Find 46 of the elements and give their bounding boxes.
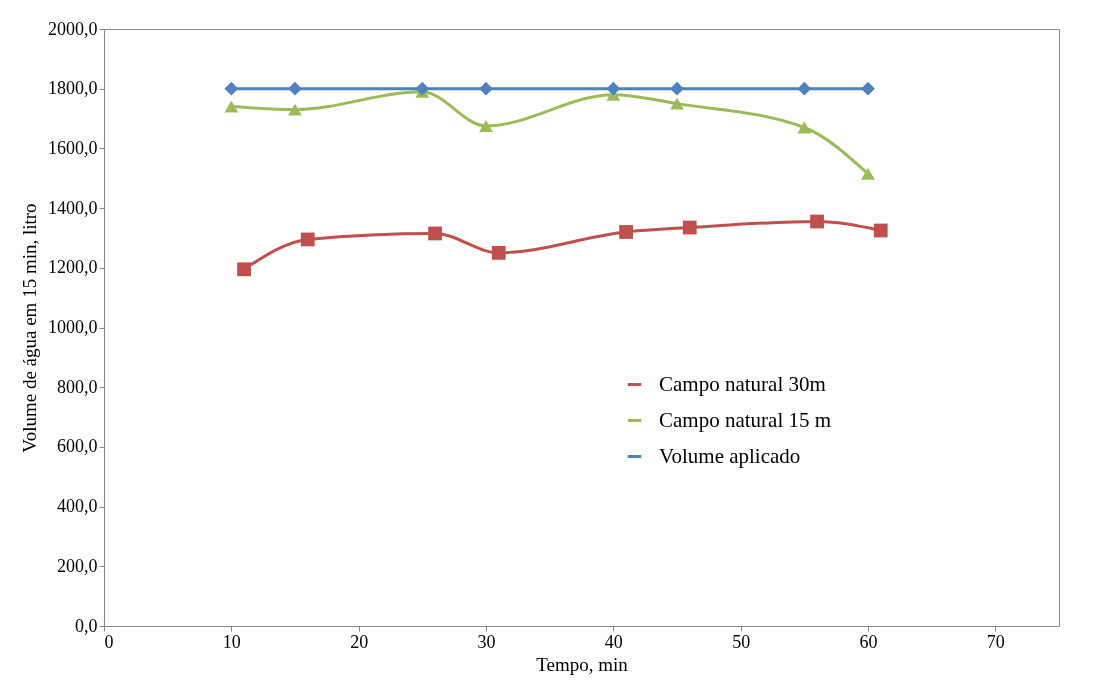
point — [606, 81, 621, 96]
point — [428, 226, 442, 241]
x-tick-label: 30 — [477, 631, 496, 652]
x-tick-label: 0 — [104, 631, 114, 652]
point — [682, 220, 697, 235]
y-tick-label: 1800,0 — [48, 78, 98, 99]
point — [237, 262, 251, 277]
y-tick-label: 2000,0 — [48, 18, 98, 39]
point — [861, 81, 875, 96]
y-tick-label: 1400,0 — [48, 197, 98, 218]
point — [670, 81, 684, 96]
x-tick-label: 50 — [732, 631, 751, 652]
x-tick-label: 60 — [859, 631, 878, 652]
point — [288, 103, 302, 116]
x-tick-label: 10 — [222, 631, 241, 652]
y-tick-label: 0,0 — [75, 615, 98, 636]
point — [861, 167, 875, 180]
point — [797, 121, 812, 134]
y-tick-label: 200,0 — [57, 555, 98, 576]
y-tick-label: 1600,0 — [48, 137, 98, 158]
point — [670, 97, 684, 110]
point — [797, 81, 812, 96]
x-tick-label: 70 — [986, 631, 1005, 652]
x-tick-label: 40 — [604, 631, 623, 652]
y-tick-label: 400,0 — [57, 496, 98, 517]
point — [224, 81, 239, 96]
point — [300, 232, 315, 247]
x-axis-title: Tempo, min — [536, 653, 629, 675]
point — [810, 214, 824, 229]
y-tick-label: 1200,0 — [48, 257, 98, 278]
legend-label: Volume aplicado — [659, 443, 801, 468]
y-tick-label: 1000,0 — [48, 317, 98, 337]
legend-label: Campo natural 30m — [659, 371, 826, 396]
point — [288, 81, 302, 96]
y-tick-label: 800,0 — [57, 376, 98, 397]
point — [491, 245, 506, 260]
point — [873, 223, 888, 238]
legend-label: Campo natural 15 m — [659, 407, 832, 432]
x-tick-label: 20 — [350, 631, 369, 652]
point — [224, 100, 239, 113]
y-axis-title: Volume de água em 15 min, litro — [19, 203, 40, 453]
point — [415, 81, 430, 96]
point — [479, 81, 493, 96]
point — [619, 225, 633, 239]
y-tick-label: 600,0 — [57, 436, 98, 457]
point — [479, 120, 493, 132]
